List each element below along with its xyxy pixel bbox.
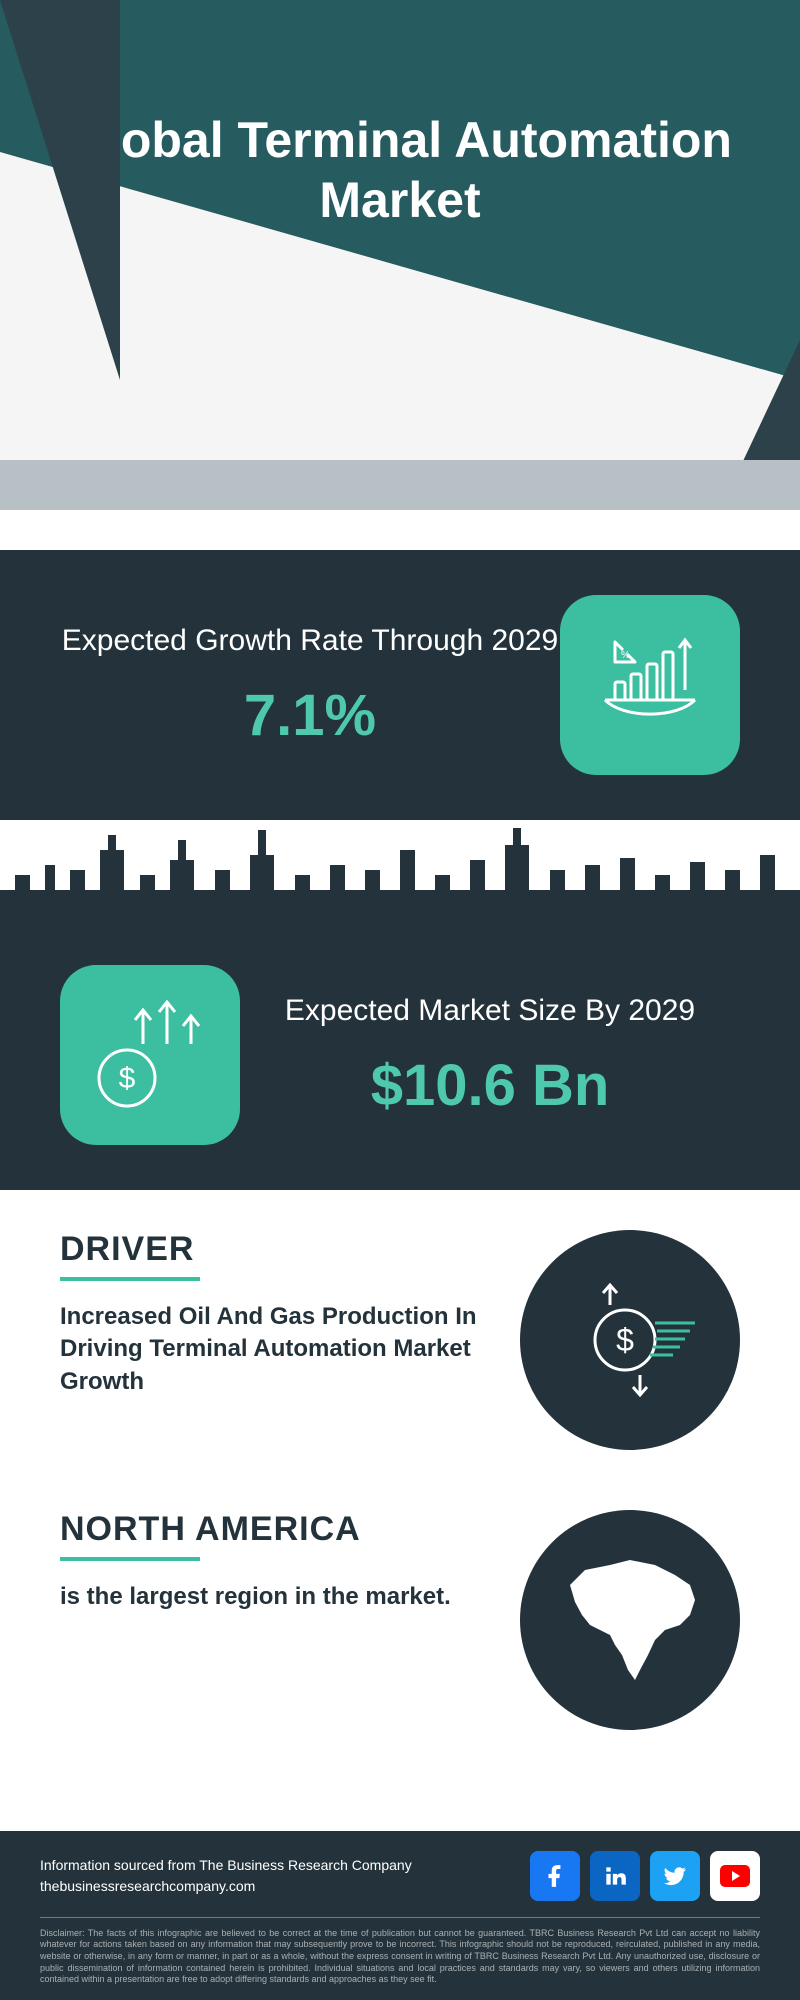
footer-source-line1: Information sourced from The Business Re… [40,1855,412,1876]
driver-heading: DRIVER [60,1230,490,1269]
infographic-root: Global Terminal Automation Market Expect… [0,0,800,2000]
region-underline [60,1557,200,1561]
region-body: is the largest region in the market. [60,1581,490,1613]
svg-text:%: % [621,650,630,661]
dollar-growth-icon: $ [60,965,240,1145]
growth-label: Expected Growth Rate Through 2029 [60,621,560,662]
header-section: Global Terminal Automation Market [0,0,800,510]
header-main-polygon: Global Terminal Automation Market [0,0,800,380]
region-text: NORTH AMERICA is the largest region in t… [60,1510,490,1613]
city-skyline [0,820,800,930]
growth-value: 7.1% [60,682,560,749]
driver-body: Increased Oil And Gas Production In Driv… [60,1301,490,1398]
driver-circle-icon: $ [520,1230,740,1450]
youtube-icon[interactable] [710,1851,760,1901]
footer-disclaimer: Disclaimer: The facts of this infographi… [40,1928,760,1986]
twitter-icon[interactable] [650,1851,700,1901]
driver-section: DRIVER Increased Oil And Gas Production … [0,1190,800,1470]
svg-text:$: $ [616,1322,634,1358]
footer-source-line2: thebusinessresearchcompany.com [40,1876,412,1897]
svg-text:$: $ [119,1062,136,1095]
driver-underline [60,1277,200,1281]
growth-chart-icon: % [560,595,740,775]
region-heading: NORTH AMERICA [60,1510,490,1549]
facebook-icon[interactable] [530,1851,580,1901]
page-title: Global Terminal Automation Market [60,110,740,230]
social-icons [530,1851,760,1901]
region-map-icon [520,1510,740,1730]
footer-row: Information sourced from The Business Re… [40,1851,760,1918]
market-size-value: $10.6 Bn [240,1052,740,1119]
market-size-stat-block: Expected Market Size By 2029 $10.6 Bn [240,991,740,1119]
footer: Information sourced from The Business Re… [0,1831,800,2000]
region-section: NORTH AMERICA is the largest region in t… [0,1470,800,1750]
header-gray-bar [0,460,800,510]
growth-rate-card: Expected Growth Rate Through 2029 7.1% % [0,550,800,820]
footer-source: Information sourced from The Business Re… [40,1855,412,1897]
driver-text: DRIVER Increased Oil And Gas Production … [60,1230,490,1398]
market-size-label: Expected Market Size By 2029 [240,991,740,1032]
growth-stat-block: Expected Growth Rate Through 2029 7.1% [60,621,560,749]
linkedin-icon[interactable] [590,1851,640,1901]
header-triangle-left [0,0,120,380]
market-size-card: $ Expected Market Size By 2029 $10.6 Bn [0,930,800,1190]
